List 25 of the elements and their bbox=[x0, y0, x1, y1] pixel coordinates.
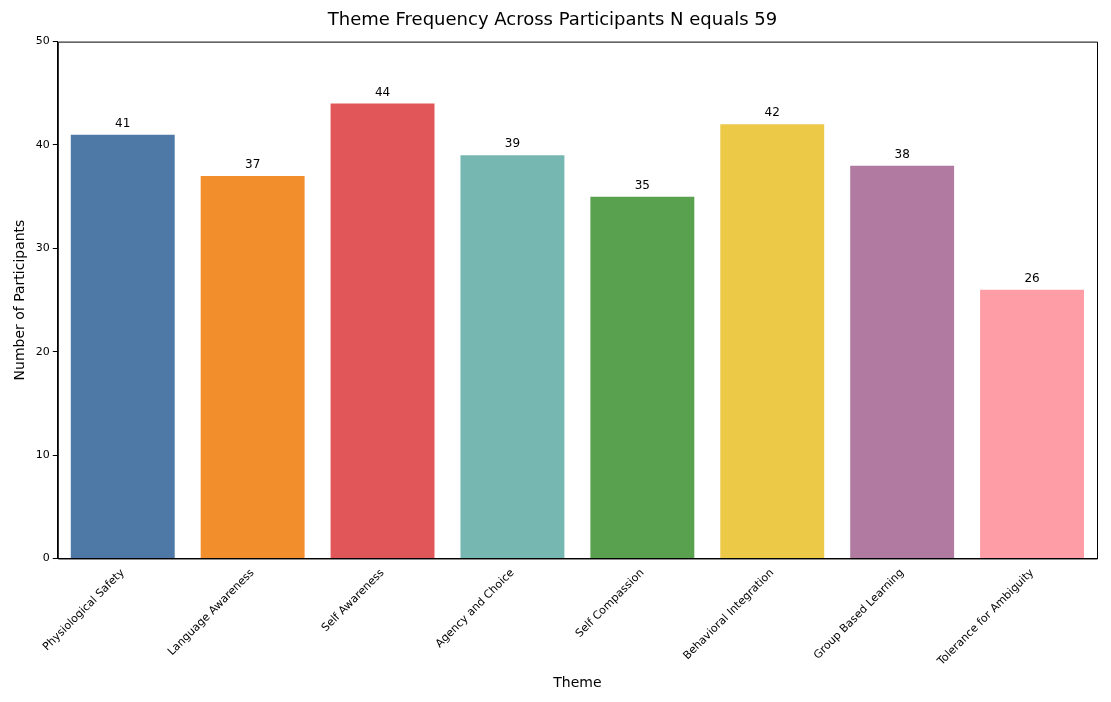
y-tick-label: 10 bbox=[35, 447, 50, 461]
bar bbox=[850, 165, 955, 558]
y-axis-title: Number of Participants bbox=[11, 219, 28, 381]
bar bbox=[330, 103, 435, 558]
data-label: 44 bbox=[374, 84, 391, 99]
data-label: 35 bbox=[634, 177, 650, 192]
bar bbox=[720, 124, 825, 558]
y-tick-label: 0 bbox=[42, 551, 50, 565]
data-label: 37 bbox=[245, 157, 261, 172]
bar bbox=[590, 196, 695, 558]
bar bbox=[460, 155, 565, 558]
chart-title: Theme Frequency Across Participants N equals 59 bbox=[326, 8, 778, 30]
bar bbox=[70, 134, 175, 558]
data-label: 26 bbox=[1024, 270, 1040, 285]
y-tick-label: 30 bbox=[35, 241, 50, 255]
y-tick-label: 50 bbox=[35, 34, 50, 48]
data-label: 42 bbox=[764, 105, 780, 120]
y-tick-label: 20 bbox=[35, 344, 50, 358]
data-label: 38 bbox=[894, 146, 910, 161]
data-label: 39 bbox=[504, 136, 521, 151]
y-tick-label: 40 bbox=[35, 137, 50, 151]
data-label: 41 bbox=[115, 115, 131, 130]
bar bbox=[980, 289, 1085, 558]
x-axis-title: Theme bbox=[552, 674, 602, 691]
bar bbox=[200, 175, 305, 558]
